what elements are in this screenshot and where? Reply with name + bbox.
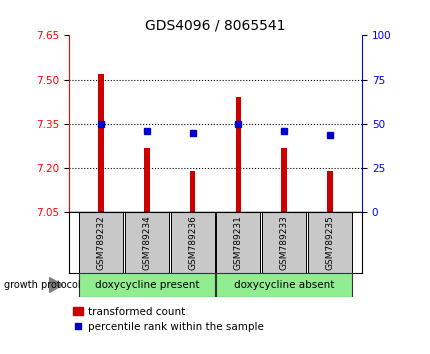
Text: GSM789236: GSM789236 (187, 215, 197, 270)
Bar (216, 273, 351, 297)
Text: GSM789231: GSM789231 (233, 215, 243, 270)
Bar (125, 212, 169, 273)
Text: doxycycline present: doxycycline present (94, 280, 199, 290)
Bar (326, 171, 332, 212)
Bar (307, 212, 351, 273)
Bar (170, 212, 214, 273)
Title: GDS4096 / 8065541: GDS4096 / 8065541 (145, 19, 285, 33)
Bar (216, 212, 260, 273)
Bar (79, 273, 214, 297)
Bar (235, 97, 241, 212)
Text: growth protocol: growth protocol (4, 280, 81, 290)
Bar (261, 212, 305, 273)
Bar (281, 148, 286, 212)
Bar (98, 74, 104, 212)
Text: GSM789234: GSM789234 (142, 215, 151, 270)
Bar (144, 148, 149, 212)
Polygon shape (49, 278, 62, 292)
Legend: transformed count, percentile rank within the sample: transformed count, percentile rank withi… (68, 303, 267, 336)
Text: GSM789232: GSM789232 (96, 215, 105, 270)
Text: GSM789233: GSM789233 (279, 215, 288, 270)
Bar (190, 171, 195, 212)
Text: doxycycline absent: doxycycline absent (233, 280, 334, 290)
Bar (79, 212, 123, 273)
Text: GSM789235: GSM789235 (325, 215, 334, 270)
